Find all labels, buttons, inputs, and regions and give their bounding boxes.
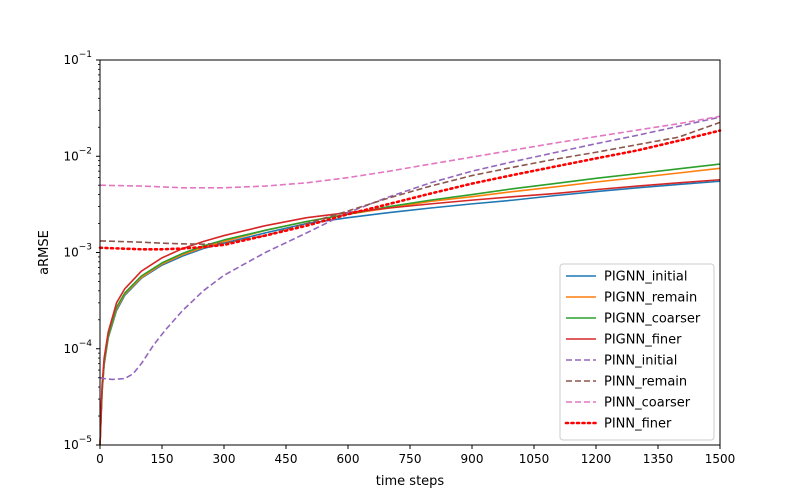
series-line-pinn-remain	[99, 121, 721, 245]
series-line-pignn-coarser	[99, 163, 721, 446]
x-tick-label: 150	[151, 452, 174, 466]
x-axis-label: time steps	[376, 474, 445, 489]
x-tick-label: 300	[213, 452, 236, 466]
x-tick-label: 1200	[581, 452, 612, 466]
series-line-pinn-initial	[99, 116, 721, 381]
legend-label: PIGNN_initial	[604, 270, 687, 285]
legend-box	[559, 263, 715, 441]
legend-label: PINN_remain	[604, 375, 687, 390]
x-tick-label: 900	[461, 452, 484, 466]
series-layer	[98, 115, 722, 446]
legend-label: PIGNN_finer	[604, 333, 682, 348]
series-line-pinn-finer	[98, 129, 722, 251]
x-tick-label: 1350	[643, 452, 674, 466]
y-tick-label: 10−4	[63, 339, 92, 356]
y-axis-label: aRMSE	[37, 230, 52, 275]
y-tick-label: 10−2	[63, 146, 92, 163]
y-tick-label: 10−3	[63, 243, 92, 260]
x-tick-label: 600	[337, 452, 360, 466]
x-tick-label: 0	[96, 452, 104, 466]
legend-label: PINN_finer	[604, 417, 672, 432]
x-tick-label: 750	[399, 452, 422, 466]
legend-label: PINN_initial	[604, 354, 677, 369]
x-axis-ticks: 0 150 300 450 600 750 900 1050 1200 1350 1500	[96, 445, 735, 466]
series-line-pinn-coarser	[99, 115, 721, 189]
y-axis-ticks: 10−5 10−4 10−3 10−2 10−1	[63, 50, 100, 452]
x-tick-label: 1050	[519, 452, 550, 466]
legend-label: PINN_coarser	[604, 396, 691, 411]
legend-label: PIGNN_remain	[604, 291, 697, 306]
x-tick-label: 1500	[705, 452, 736, 466]
y-tick-label: 10−1	[63, 50, 92, 67]
x-tick-label: 450	[275, 452, 298, 466]
legend-label: PIGNN_coarser	[604, 312, 701, 327]
series-line-pignn-finer	[99, 178, 721, 446]
legend: PIGNN_initial PIGNN_remain PIGNN_coarser PI…	[559, 263, 715, 441]
y-tick-label: 10−5	[63, 435, 92, 452]
